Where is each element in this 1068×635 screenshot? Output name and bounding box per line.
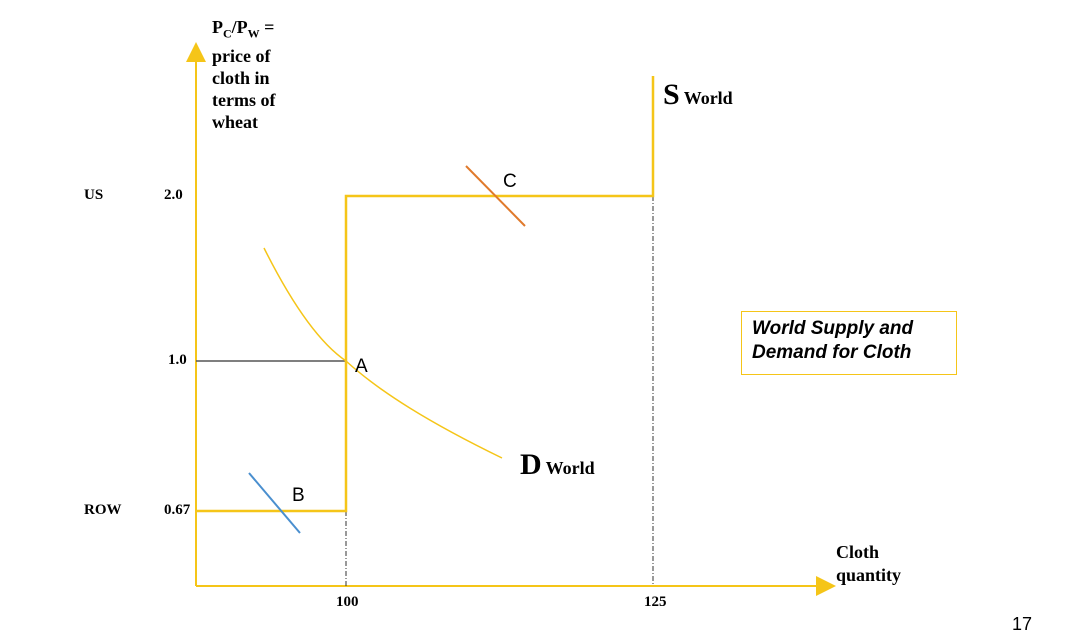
x-tick-125: 125 xyxy=(644,594,667,610)
y-axis-label-line: terms of xyxy=(212,89,276,110)
y-axis-label-line: cloth in xyxy=(212,67,270,88)
supply-curve-label: S World xyxy=(663,78,733,111)
diagram-title-line: Demand for Cloth xyxy=(752,342,912,363)
point-c-label: C xyxy=(503,171,517,192)
y-tick-2: 2.0 xyxy=(164,187,183,203)
x-axis-label-line: quantity xyxy=(836,565,902,585)
y-axis-label-line: wheat xyxy=(212,111,258,132)
y-tick-1: 1.0 xyxy=(168,352,187,368)
demand-curve-label: D World xyxy=(520,448,595,481)
point-a-label: A xyxy=(355,356,368,377)
x-tick-100: 100 xyxy=(336,594,359,610)
y-axis-label-formula: PC/PW = xyxy=(212,17,275,41)
us-country-label: US xyxy=(84,187,104,203)
y-tick-067: 0.67 xyxy=(164,502,191,518)
point-c-line xyxy=(465,165,526,227)
point-b-line xyxy=(248,472,301,534)
diagram-title-line: World Supply and xyxy=(752,318,914,339)
x-axis-label-line: Cloth xyxy=(836,542,880,562)
page-number: 17 xyxy=(1012,614,1033,634)
y-axis-label: PC/PW = price of cloth in terms of wheat xyxy=(212,16,275,133)
point-b-label: B xyxy=(292,485,305,506)
world-supply-curve xyxy=(196,76,655,513)
y-axis-label-line: price of xyxy=(212,45,271,66)
x-axis-label: Cloth quantity xyxy=(836,541,901,587)
row-country-label: ROW xyxy=(84,502,122,518)
world-demand-curve xyxy=(263,247,503,459)
diagram-title-box: World Supply and Demand for Cloth xyxy=(741,311,957,375)
